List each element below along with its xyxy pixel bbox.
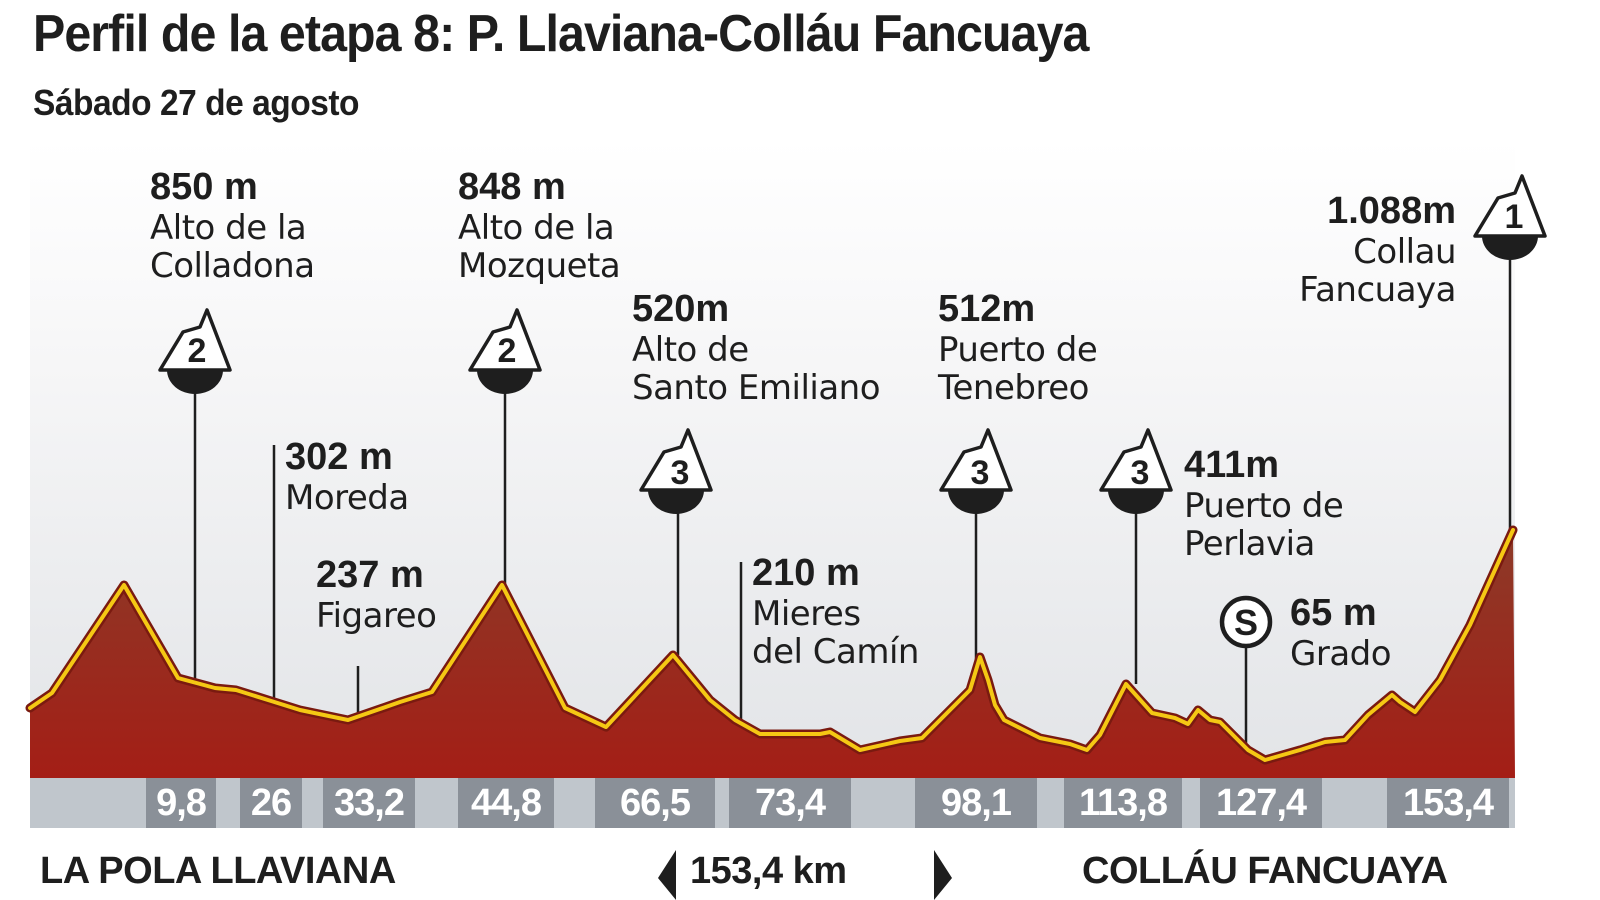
place-name: Moreda <box>285 477 409 518</box>
arrow-right-icon <box>934 850 952 900</box>
svg-text:1: 1 <box>1505 198 1524 236</box>
place-name: Alto de la <box>458 207 615 248</box>
distance-tag: 73,4 <box>729 778 851 828</box>
place-name: Alto de la <box>150 207 307 248</box>
arrow-left-icon <box>658 850 676 900</box>
label-colladona: 850 m Alto de la Colladona <box>150 166 315 285</box>
svg-text:2: 2 <box>188 332 207 370</box>
place-name: Mieres <box>752 593 861 634</box>
distance-tag: 9,8 <box>146 778 216 828</box>
altitude-value: 302 m <box>285 436 393 478</box>
place-name: Figareo <box>316 595 437 636</box>
distance-tag: 153,4 <box>1387 778 1509 828</box>
distance-tag: 66,5 <box>595 778 715 828</box>
altitude-value: 65 m <box>1290 592 1377 634</box>
altitude-value: 848 m <box>458 166 566 208</box>
label-tenebreo: 512m Puerto de Tenebreo <box>938 288 1098 408</box>
place-name: Perlavia <box>1184 523 1315 564</box>
leader-lines <box>193 250 1512 752</box>
label-moreda: 302 m Moreda <box>285 436 409 517</box>
profile-area <box>30 530 1515 778</box>
place-name: Tenebreo <box>938 367 1089 408</box>
label-fancuaya: 1.088m Collau Fancuaya <box>1260 190 1456 309</box>
distance-tag: 127,4 <box>1200 778 1322 828</box>
label-santo-emiliano: 520m Alto de Santo Emiliano <box>632 288 881 408</box>
distance-tag: 98,1 <box>915 778 1037 828</box>
place-name: Santo Emiliano <box>632 367 881 408</box>
label-figareo: 237 m Figareo <box>316 554 437 636</box>
climb-category-1-icon: 1 <box>1473 174 1547 260</box>
place-name: Fancuaya <box>1299 269 1456 310</box>
label-perlavia: 411m Puerto de Perlavia <box>1184 444 1344 564</box>
svg-text:3: 3 <box>971 454 990 492</box>
climb-category-2-icon: 2 <box>468 308 542 394</box>
svg-text:S: S <box>1234 602 1258 643</box>
finish-town: COLLÁU FANCUAYA <box>1082 850 1448 892</box>
label-grado: 65 m Grado <box>1290 592 1392 674</box>
altitude-value: 210 m <box>752 552 860 594</box>
climb-category-2-icon: 2 <box>158 308 232 394</box>
distance-tag: 33,2 <box>323 778 415 828</box>
altitude-value: 1.088m <box>1327 190 1456 232</box>
start-town: LA POLA LLAVIANA <box>40 850 396 892</box>
place-name: Alto de <box>632 329 749 370</box>
svg-text:2: 2 <box>498 332 517 370</box>
place-name: Puerto de <box>938 329 1098 370</box>
label-mozqueta: 848 m Alto de la Mozqueta <box>458 166 621 286</box>
total-distance: 153,4 km <box>690 850 847 892</box>
climb-category-3-icon: 3 <box>939 428 1013 514</box>
distance-tag: 44,8 <box>458 778 554 828</box>
page-subtitle: Sábado 27 de agosto <box>33 82 360 123</box>
distance-tag: 113,8 <box>1064 778 1182 828</box>
altitude-value: 850 m <box>150 166 258 208</box>
place-name: Mozqueta <box>458 245 621 286</box>
svg-text:3: 3 <box>671 454 690 492</box>
profile-panel <box>30 140 1515 780</box>
altitude-value: 512m <box>938 288 1036 330</box>
altitude-value: 237 m <box>316 554 424 596</box>
place-name: Grado <box>1290 633 1392 674</box>
page-title: Perfil de la etapa 8: P. Llaviana-Colláu… <box>33 5 1089 63</box>
altitude-value: 411m <box>1184 444 1280 486</box>
place-name: Puerto de <box>1184 485 1344 526</box>
place-name: del Camín <box>752 631 919 672</box>
climb-category-3-icon: 3 <box>639 428 713 514</box>
distance-tag: 26 <box>240 778 302 828</box>
label-mieres: 210 m Mieres del Camín <box>752 552 919 671</box>
climb-category-3-icon: 3 <box>1099 428 1173 514</box>
svg-text:3: 3 <box>1131 454 1150 492</box>
altitude-value: 520m <box>632 288 730 330</box>
sprint-icon: S <box>1219 595 1273 649</box>
place-name: Collau <box>1353 231 1456 272</box>
place-name: Colladona <box>150 245 315 286</box>
